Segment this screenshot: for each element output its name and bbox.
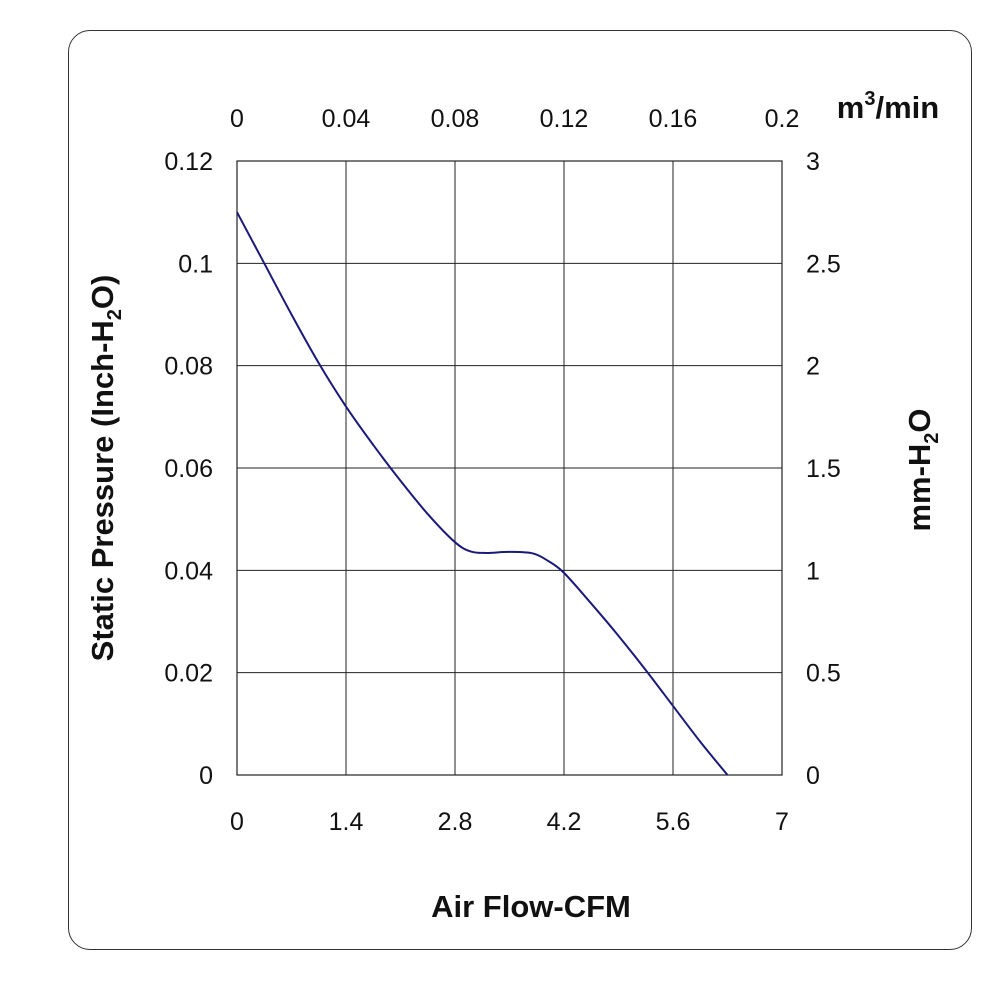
y2-tick-label: 2 <box>806 353 820 381</box>
y-tick-label: 0.04 <box>164 557 213 585</box>
x2-tick-label: 0.12 <box>540 105 589 133</box>
plot-area <box>236 160 783 776</box>
x2-axis-title: m3/min <box>837 88 939 125</box>
grid <box>237 161 782 775</box>
y2-tick-label: 1 <box>806 557 820 585</box>
chart-frame <box>68 30 972 950</box>
y-axis-right-title: mm-H2O <box>902 408 943 531</box>
y2-tick-label: 1.5 <box>806 455 841 483</box>
tick-labels: 0 1.4 2.8 4.2 5.6 70 0.04 0.08 0.12 0.16 0.200.020… <box>164 105 840 836</box>
x2-tick-label: 0.08 <box>431 105 480 133</box>
y2-tick-label: 0.5 <box>806 660 841 688</box>
x-tick-label: 7 <box>775 808 789 836</box>
x2-tick-label: 0.16 <box>649 105 698 133</box>
y-tick-label: 0.12 <box>164 148 213 176</box>
x-tick-label: 1.4 <box>329 808 364 836</box>
y-tick-label: 0.08 <box>164 353 213 381</box>
x-axis-title: Air Flow-CFM <box>431 889 631 924</box>
x2-tick-label: 0.04 <box>322 105 371 133</box>
x-tick-label: 5.6 <box>656 808 691 836</box>
y2-tick-label: 0 <box>806 762 820 790</box>
y-tick-label: 0.06 <box>164 455 213 483</box>
x2-tick-label: 0 <box>230 105 244 133</box>
y2-tick-label: 2.5 <box>806 250 841 278</box>
y2-tick-label: 3 <box>806 148 820 176</box>
x-tick-label: 0 <box>230 808 244 836</box>
y-axis-left-title: Static Pressure (Inch-H2O) <box>85 275 126 662</box>
x-tick-label: 4.2 <box>547 808 582 836</box>
series-line <box>236 211 729 776</box>
y-tick-label: 0.02 <box>164 660 213 688</box>
x-tick-label: 2.8 <box>438 808 473 836</box>
x2-tick-label: 0.2 <box>765 105 800 133</box>
y-tick-label: 0.1 <box>178 250 213 278</box>
y-tick-label: 0 <box>199 762 213 790</box>
